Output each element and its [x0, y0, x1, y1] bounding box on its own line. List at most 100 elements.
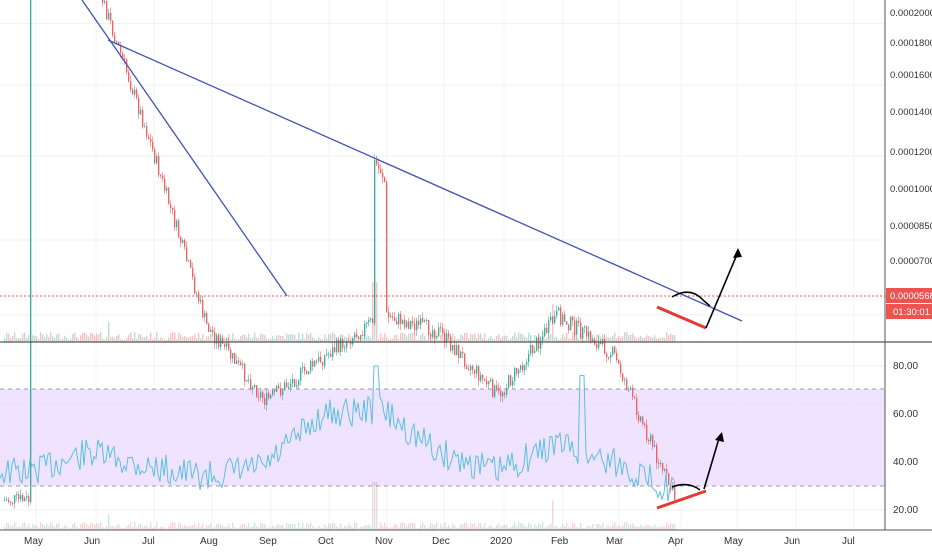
- candle-body: [102, 0, 104, 3]
- rsi-volume-bar: [148, 527, 150, 530]
- candle-body: [424, 320, 426, 322]
- rsi-volume-bar: [514, 522, 516, 530]
- volume-bar: [390, 338, 392, 342]
- volume-bar: [166, 339, 168, 342]
- rsi-volume-bar: [642, 526, 644, 530]
- candle-body: [366, 322, 368, 324]
- rsi-volume-bar: [560, 527, 562, 530]
- price-arc-annotation[interactable]: [671, 291, 704, 301]
- volume-bar: [562, 334, 564, 342]
- rsi-volume-bar: [118, 523, 120, 530]
- candle-body: [490, 379, 492, 382]
- candle-body: [122, 53, 124, 59]
- rsi-arrow-up[interactable]: [703, 434, 721, 490]
- volume-bar: [92, 333, 94, 342]
- volume-bar: [560, 338, 562, 342]
- rsi-arc-annotation[interactable]: [671, 483, 701, 491]
- rsi-tick: 40.00: [893, 457, 918, 468]
- rsi-volume-bar: [472, 524, 474, 530]
- candle-body: [260, 392, 262, 398]
- candle-body: [314, 360, 316, 367]
- rsi-volume-bar: [570, 527, 572, 530]
- rsi-axis[interactable]: 80.00 60.00 40.00 20.00: [893, 361, 918, 516]
- trendline-steep[interactable]: [81, 0, 288, 297]
- candle-body: [590, 331, 592, 342]
- volume-bar: [366, 336, 368, 342]
- time-tick: Nov: [375, 536, 393, 547]
- rsi-volume-bar: [432, 524, 434, 530]
- volume-bar: [150, 332, 152, 342]
- price-red-divergence-line[interactable]: [656, 305, 707, 330]
- candle-body: [258, 396, 260, 398]
- candle-body: [142, 109, 144, 127]
- rsi-volume-bar: [498, 523, 500, 530]
- rsi-volume-bar: [138, 523, 140, 530]
- candle-body: [210, 329, 212, 332]
- volume-bar: [26, 338, 28, 342]
- volume-bar: [504, 335, 506, 342]
- candle-body: [674, 486, 676, 500]
- volume-bar: [432, 335, 434, 342]
- rsi-volume-bar: [264, 524, 266, 530]
- candle-body: [106, 1, 108, 20]
- volume-bar: [108, 322, 110, 342]
- volume-bar: [344, 336, 346, 342]
- price-axis[interactable]: 0.0002000 0.0001800 0.0001600 0.0001400 …: [890, 8, 932, 267]
- rsi-volume-bar: [164, 527, 166, 530]
- rsi-red-divergence-line[interactable]: [656, 489, 707, 510]
- volume-bar: [530, 334, 532, 342]
- price-arrow-up[interactable]: [705, 251, 739, 329]
- rsi-volume-bar: [594, 528, 596, 530]
- candle-body: [230, 349, 232, 359]
- volume-bar: [300, 338, 302, 342]
- volume-bar: [518, 332, 520, 342]
- rsi-volume-bar: [216, 523, 218, 530]
- volume-bar: [626, 332, 628, 342]
- rsi-volume-bar: [202, 523, 204, 530]
- volume-bar: [104, 339, 106, 342]
- candle-body: [600, 341, 602, 344]
- volume-bar: [416, 339, 418, 342]
- candle-body: [116, 41, 118, 43]
- candle-body: [466, 366, 468, 370]
- candle-body: [282, 390, 284, 396]
- rsi-volume-bar: [446, 527, 448, 530]
- rsi-volume-bar: [140, 523, 142, 530]
- rsi-volume-bar: [250, 527, 252, 530]
- volume-bar: [452, 333, 454, 342]
- rsi-volume-bar: [474, 523, 476, 530]
- volume-bar: [286, 333, 288, 342]
- volume-bar: [468, 338, 470, 342]
- volume-bar: [618, 336, 620, 342]
- candle-body: [548, 320, 550, 334]
- rsi-volume-bar: [144, 525, 146, 530]
- candle-body: [476, 366, 478, 374]
- candle-body: [162, 175, 164, 179]
- trendline-long[interactable]: [107, 39, 743, 322]
- candle-body: [556, 310, 558, 317]
- rsi-volume-bar: [88, 525, 90, 530]
- rsi-volume-bar: [332, 522, 334, 530]
- candle-body: [200, 299, 202, 302]
- current-price-badge[interactable]: [886, 288, 932, 303]
- candle-body: [268, 392, 270, 399]
- price-tick: 0.0001400: [890, 107, 932, 118]
- volume-bar: [372, 282, 374, 342]
- time-axis[interactable]: May Jun Jul Aug Sep Oct Nov Dec 2020 Feb…: [24, 536, 855, 547]
- volume-bar: [378, 339, 380, 342]
- rsi-volume-bar: [542, 522, 544, 530]
- candle-body: [146, 126, 148, 137]
- rsi-volume-bar: [326, 527, 328, 530]
- volume-bar: [568, 338, 570, 342]
- volume-bar: [440, 334, 442, 342]
- rsi-volume-bar: [240, 525, 242, 530]
- rsi-volume-bar: [528, 522, 530, 530]
- volume-bar: [194, 334, 196, 342]
- volume-bar: [526, 338, 528, 342]
- candle-body: [388, 311, 390, 318]
- volume-bar: [162, 338, 164, 342]
- candle-body: [298, 380, 300, 386]
- volume-bar: [310, 332, 312, 342]
- rsi-volume-bar: [350, 525, 352, 530]
- volume-bar: [674, 335, 676, 342]
